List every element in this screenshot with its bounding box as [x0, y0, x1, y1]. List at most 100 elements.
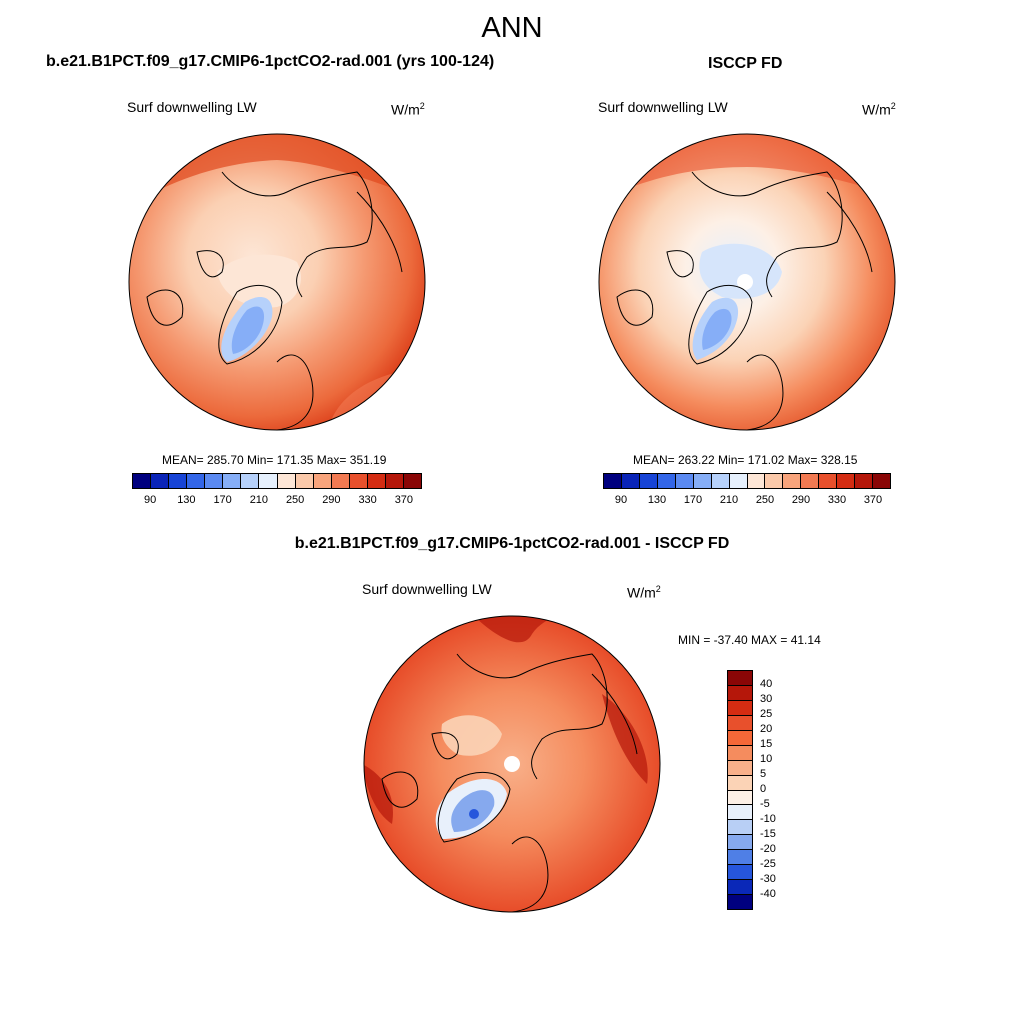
panel1-colorbar-swatch: [349, 474, 368, 488]
panel1-colorbar-ticks: 90 130 170 210 250 290 330 370: [132, 494, 422, 508]
panel1-arctic-core: [217, 254, 301, 308]
panel3-colorbar-swatch: [728, 685, 752, 701]
panel3-coastlines: [381, 653, 638, 912]
panel3-hot-spot-right: [602, 694, 648, 784]
panel2-colorbar-swatch: [604, 474, 622, 488]
panel3-colorbar-swatch: [728, 805, 752, 821]
panel3-colorbar-swatch: [728, 745, 752, 761]
panel2-colorbar-swatch: [693, 474, 712, 488]
panel3-colorbar-swatch: [728, 850, 752, 866]
panel3-colorbar-tick-label: -25: [760, 858, 776, 870]
panel1-colorbar-swatch: [313, 474, 332, 488]
panel2-colorbar-swatch: [819, 474, 838, 488]
panel3-colorbar-tick-label: -40: [760, 888, 776, 900]
panel2-colorbar-ticks: 90 130 170 210 250 290 330 370: [603, 494, 891, 508]
panel3-colorbar-tick-label: 0: [760, 783, 767, 795]
panel2-colorbar-swatch: [855, 474, 874, 488]
panel3-colorbar-tick-label: -10: [760, 813, 776, 825]
panel3-colorbar-tick-label: 20: [760, 723, 773, 735]
panel3-polar-map: [363, 615, 661, 913]
panel2-colorbar-tick-label: 130: [647, 494, 667, 506]
panel3-colorbar-swatch: [728, 790, 752, 806]
panel1-colorbar-tick-label: 210: [249, 494, 269, 506]
panel1-colorbar-swatch: [295, 474, 314, 488]
panel3-colorbar-swatch: [728, 715, 752, 731]
panel1-colorbar-swatch: [403, 474, 421, 488]
panel3-colorbar-swatch: [728, 835, 752, 851]
panel1-colorbar-tick-label: 90: [144, 494, 157, 506]
panel3-colorbar: [727, 670, 753, 910]
panel2-colorbar-tick-label: 250: [755, 494, 775, 506]
panel1-colorbar-swatch: [151, 474, 170, 488]
panel3-colorbar-ticks: 40 30 25 20 15 10 5 0 -5 -10 -15 -20 -25 -30 -40: [760, 670, 800, 910]
panel3-weak-region: [441, 715, 502, 756]
panel3-colorbar-tick-label: -15: [760, 828, 776, 840]
panel2-colorbar-swatch: [801, 474, 820, 488]
panel2-colorbar-tick-label: 90: [614, 494, 628, 506]
panel1-colorbar-tick-label: 290: [322, 494, 341, 506]
panel3-colorbar-swatch: [728, 671, 752, 686]
panel2-colorbar-tick-label: 330: [827, 494, 847, 506]
panel1-greenland-core: [231, 306, 265, 354]
panel3-pole-hole: [504, 756, 520, 772]
panel2-colorbar-swatch: [711, 474, 730, 488]
panel2-polar-map: [598, 133, 896, 431]
panel3-variable-label: Surf downwelling LW: [362, 581, 492, 597]
panel2-colorbar-swatch: [873, 474, 890, 488]
panel2-coastlines: [616, 171, 873, 430]
panel3-min-max: MIN = -37.40 MAX = 41.14: [678, 633, 821, 647]
panel2-variable-label: Surf downwelling LW: [598, 99, 728, 115]
panel1-colorbar-swatch: [367, 474, 386, 488]
panel2-colorbar: [603, 473, 891, 489]
panel1-map-border: [128, 133, 426, 431]
panel2-colorbar-swatch: [639, 474, 658, 488]
panel3-colorbar-swatch: [728, 775, 752, 791]
panel3-title: b.e21.B1PCT.f09_g17.CMIP6-1pctCO2-rad.00…: [294, 535, 730, 552]
panel1-colorbar-swatch: [385, 474, 404, 488]
panel1-title: b.e21.B1PCT.f09_g17.CMIP6-1pctCO2-rad.00…: [46, 53, 495, 70]
panel3-colorbar-swatch: [728, 700, 752, 716]
panel1-units-label: W/m2: [391, 101, 425, 118]
panel3-map-border: [363, 615, 661, 913]
panel3-colorbar-swatch: [728, 880, 752, 896]
panel3-hot-spot-left: [364, 764, 393, 824]
panel2-colorbar-tick-label: 210: [719, 494, 739, 506]
panel3-colorbar-swatch: [728, 730, 752, 746]
panel1-stats: MEAN= 285.70 Min= 171.35 Max= 351.19: [162, 453, 387, 467]
panel3-colorbar-tick-label: 15: [760, 738, 773, 750]
panel2-colorbar-swatch: [657, 474, 676, 488]
panel3-colorbar-tick-label: 30: [760, 693, 773, 705]
panel1-colorbar-tick-label: 370: [394, 494, 414, 506]
panel3-colorbar-swatch: [728, 865, 752, 881]
panel1-colorbar-swatch: [259, 474, 278, 488]
panel2-colorbar-tick-label: 370: [863, 494, 883, 506]
panel2-colorbar-swatch: [729, 474, 748, 488]
panel3-negative-spot: [469, 809, 479, 819]
panel1-colorbar-swatch: [133, 474, 152, 488]
panel1-colorbar-tick-label: 330: [358, 494, 377, 506]
panel1-colorbar-swatch: [223, 474, 242, 488]
panel1-variable-label: Surf downwelling LW: [127, 99, 257, 115]
panel2-colorbar-swatch: [783, 474, 802, 488]
panel2-colorbar-swatch: [837, 474, 856, 488]
panel1-colorbar: [132, 473, 422, 489]
panel2-colorbar-swatch: [675, 474, 694, 488]
panel1-coastlines: [146, 171, 403, 430]
panel3-colorbar-swatch: [728, 895, 752, 909]
panel2-map-border: [598, 133, 896, 431]
panel3-colorbar-tick-label: 5: [760, 768, 767, 780]
panel1-polar-map: [128, 133, 426, 431]
panel2-colorbar-tick-label: 170: [683, 494, 703, 506]
panel3-colorbar-tick-label: 25: [760, 708, 773, 720]
panel3-colorbar-tick-label: -20: [760, 843, 776, 855]
panel3-colorbar-swatch: [728, 760, 752, 776]
panel2-colorbar-tick-label: 290: [791, 494, 811, 506]
panel2-units-label: W/m2: [862, 101, 896, 118]
panel2-arctic-core: [699, 243, 782, 299]
panel2-colorbar-swatch: [765, 474, 784, 488]
panel1-colorbar-tick-label: 170: [213, 494, 232, 506]
panel2-colorbar-swatch: [747, 474, 766, 488]
panel1-colorbar-swatch: [205, 474, 224, 488]
panel1-colorbar-tick-label: 130: [177, 494, 196, 506]
panel2-stats: MEAN= 263.22 Min= 171.02 Max= 328.15: [633, 453, 858, 467]
